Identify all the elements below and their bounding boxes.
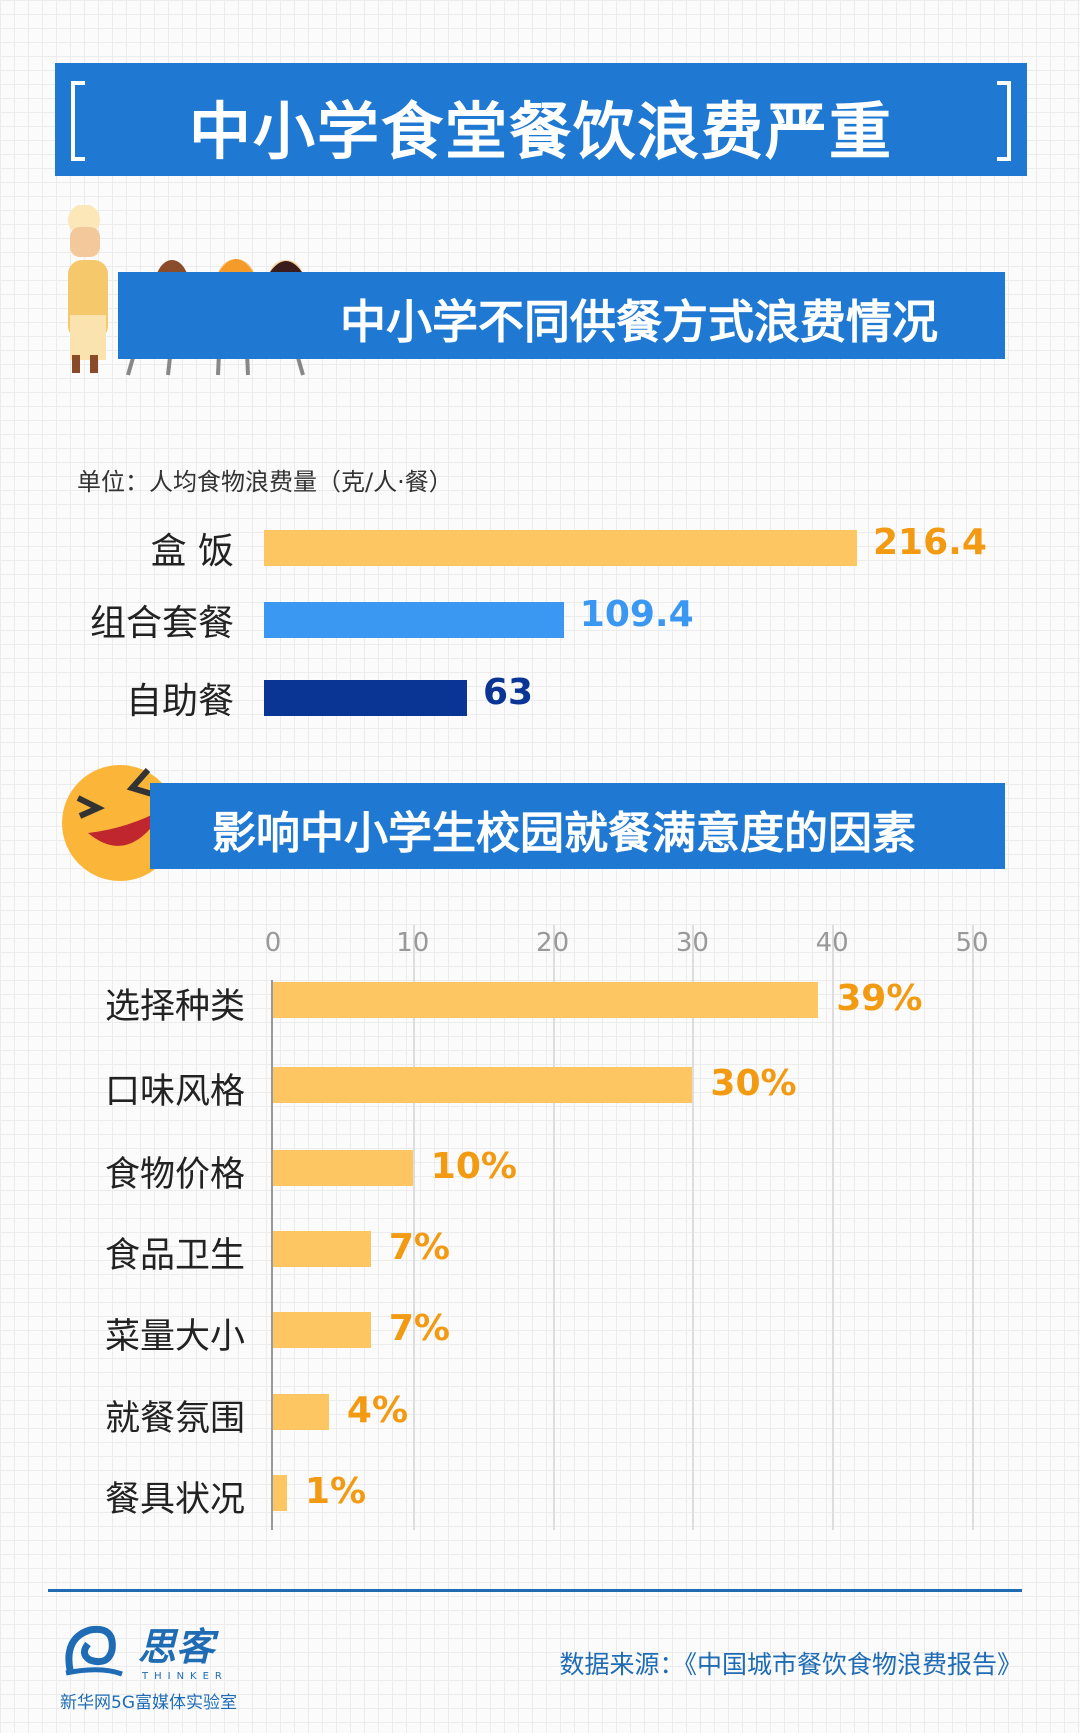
bar	[264, 680, 467, 716]
value-label: 63	[483, 672, 534, 713]
gridline	[832, 925, 835, 1530]
left-bracket	[71, 81, 85, 161]
value-label: 109.4	[579, 594, 694, 635]
section-banner-satisfaction-factors: 影响中小学生校园就餐满意度的因素	[150, 783, 1005, 869]
bar-label: 组合套餐	[89, 603, 234, 644]
value-label: 7%	[388, 1308, 450, 1349]
bar-label: 自助餐	[125, 681, 234, 722]
bar-label: 盒 饭	[150, 531, 234, 572]
x-tick-label: 30	[675, 928, 709, 958]
x-tick-label: 20	[536, 928, 570, 958]
value-label: 4%	[346, 1390, 409, 1431]
bar	[273, 1231, 371, 1267]
bar-label: 口味风格	[104, 1072, 245, 1112]
gridline	[692, 925, 695, 1530]
bar	[273, 982, 819, 1018]
svg-text:思客: 思客	[138, 1625, 219, 1669]
value-label: 216.4	[873, 522, 987, 563]
section-banner-supply-methods: 中小学不同供餐方式浪费情况	[118, 272, 1005, 359]
bar	[264, 530, 857, 566]
right-bracket	[997, 81, 1011, 161]
y-axis	[271, 980, 273, 1530]
bar-label: 菜量大小	[104, 1317, 245, 1357]
title-banner: 中小学食堂餐饮浪费严重	[55, 63, 1027, 176]
gridline	[412, 925, 415, 1530]
x-tick-label: 10	[396, 928, 430, 958]
bar	[273, 1150, 413, 1186]
footer-divider	[48, 1589, 1022, 1592]
value-label: 7%	[388, 1227, 450, 1268]
bar	[264, 602, 564, 638]
value-label: 30%	[710, 1063, 797, 1104]
bar	[273, 1475, 287, 1511]
bar-label: 就餐氛围	[104, 1399, 245, 1439]
gridline	[972, 925, 974, 1530]
bar	[273, 1312, 371, 1348]
section-title: 影响中小学生校园就餐满意度的因素	[212, 808, 916, 859]
value-label: 10%	[430, 1146, 517, 1187]
bar-label: 选择种类	[104, 987, 245, 1027]
bar-label: 餐具状况	[104, 1480, 245, 1520]
logo-english: THINKER	[142, 1671, 228, 1682]
value-label: 39%	[836, 978, 923, 1019]
bar-label: 食品卫生	[104, 1236, 245, 1276]
bar-label: 食物价格	[104, 1155, 245, 1195]
x-tick-label: 0	[264, 928, 282, 958]
bar	[273, 1067, 693, 1103]
gridline	[552, 925, 555, 1530]
bar	[273, 1394, 329, 1430]
data-source: 数据来源：《中国城市餐饮食物浪费报告》	[559, 1650, 1022, 1679]
x-tick-label: 40	[815, 928, 849, 958]
page-title: 中小学食堂餐饮浪费严重	[188, 95, 893, 168]
value-label: 1%	[304, 1471, 367, 1512]
section-title: 中小学不同供餐方式浪费情况	[340, 295, 938, 349]
logo-subtitle: 新华网5G富媒体实验室	[60, 1693, 237, 1713]
thinker-logo: 思客	[65, 1625, 219, 1677]
unit-label: 单位：人均食物浪费量（克/人·餐）	[77, 468, 453, 496]
laughing-emoji-icon	[62, 765, 178, 881]
x-tick-label: 50	[955, 928, 989, 958]
